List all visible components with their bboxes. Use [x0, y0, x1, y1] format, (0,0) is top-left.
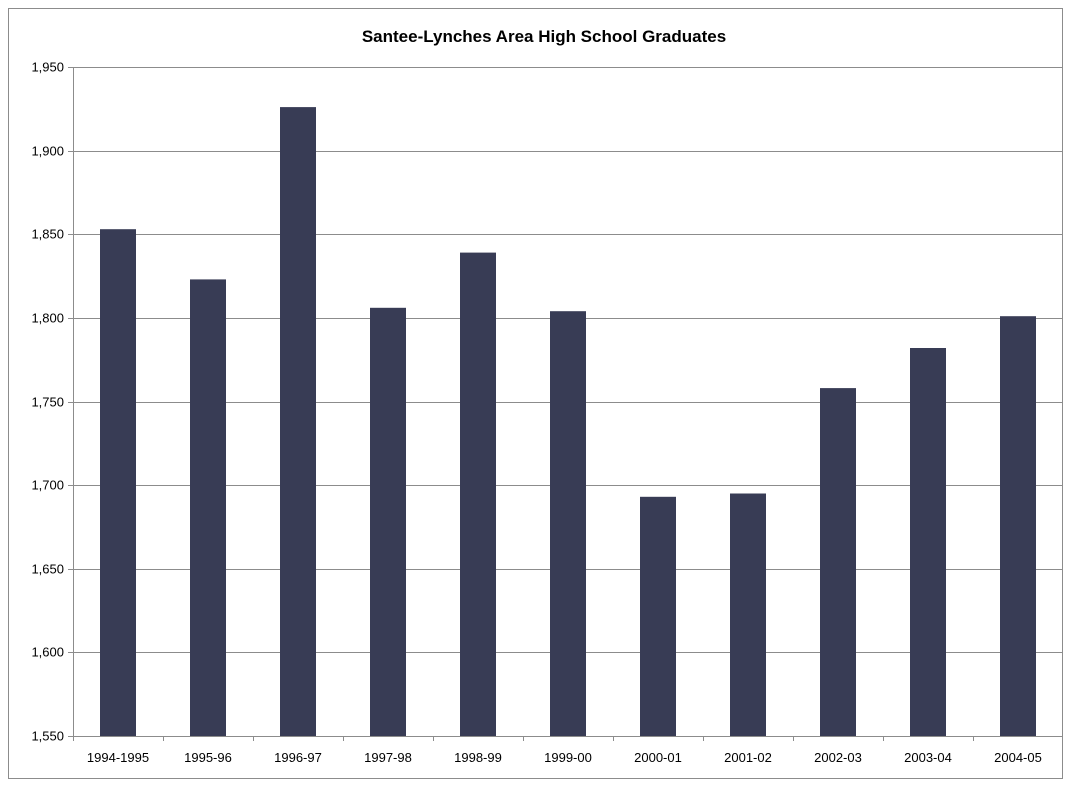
bar — [730, 493, 766, 736]
bars — [100, 107, 1036, 737]
bar — [460, 252, 496, 736]
x-tick-label: 1996-97 — [274, 750, 322, 765]
bar — [640, 496, 676, 736]
bar — [370, 307, 406, 736]
axes — [68, 67, 1063, 741]
x-tick-label: 2003-04 — [904, 750, 952, 765]
x-tick-label: 1997-98 — [364, 750, 412, 765]
bar — [100, 229, 136, 736]
x-tick-label: 1998-99 — [454, 750, 502, 765]
y-tick-label: 1,600 — [31, 645, 64, 660]
x-tick-label: 1994-1995 — [87, 750, 149, 765]
y-tick-label: 1,750 — [31, 395, 64, 410]
bar — [550, 311, 586, 736]
bar — [190, 279, 226, 736]
bar — [280, 107, 316, 737]
x-tick-label: 2002-03 — [814, 750, 862, 765]
x-tick-label: 2004-05 — [994, 750, 1042, 765]
x-tick-label: 2001-02 — [724, 750, 772, 765]
y-tick-label: 1,850 — [31, 227, 64, 242]
chart-title: Santee-Lynches Area High School Graduate… — [362, 27, 726, 46]
y-tick-label: 1,650 — [31, 562, 64, 577]
y-tick-label: 1,900 — [31, 144, 64, 159]
bar — [910, 348, 946, 736]
x-axis-tick-labels: 1994-1995 1995-96 1996-97 1997-98 1998-99 199… — [87, 750, 1042, 765]
x-tick-label: 2000-01 — [634, 750, 682, 765]
bar — [1000, 316, 1036, 736]
y-axis-tick-labels: 1,550 1,600 1,650 1,700 1,750 1,800 1,850 1,900… — [31, 60, 64, 744]
y-tick-label: 1,950 — [31, 60, 64, 75]
chart-frame — [8, 8, 1063, 779]
y-tick-label: 1,700 — [31, 478, 64, 493]
x-tick-label: 1999-00 — [544, 750, 592, 765]
x-tick-label: 1995-96 — [184, 750, 232, 765]
y-tick-label: 1,550 — [31, 729, 64, 744]
y-tick-label: 1,800 — [31, 311, 64, 326]
bar — [820, 388, 856, 736]
